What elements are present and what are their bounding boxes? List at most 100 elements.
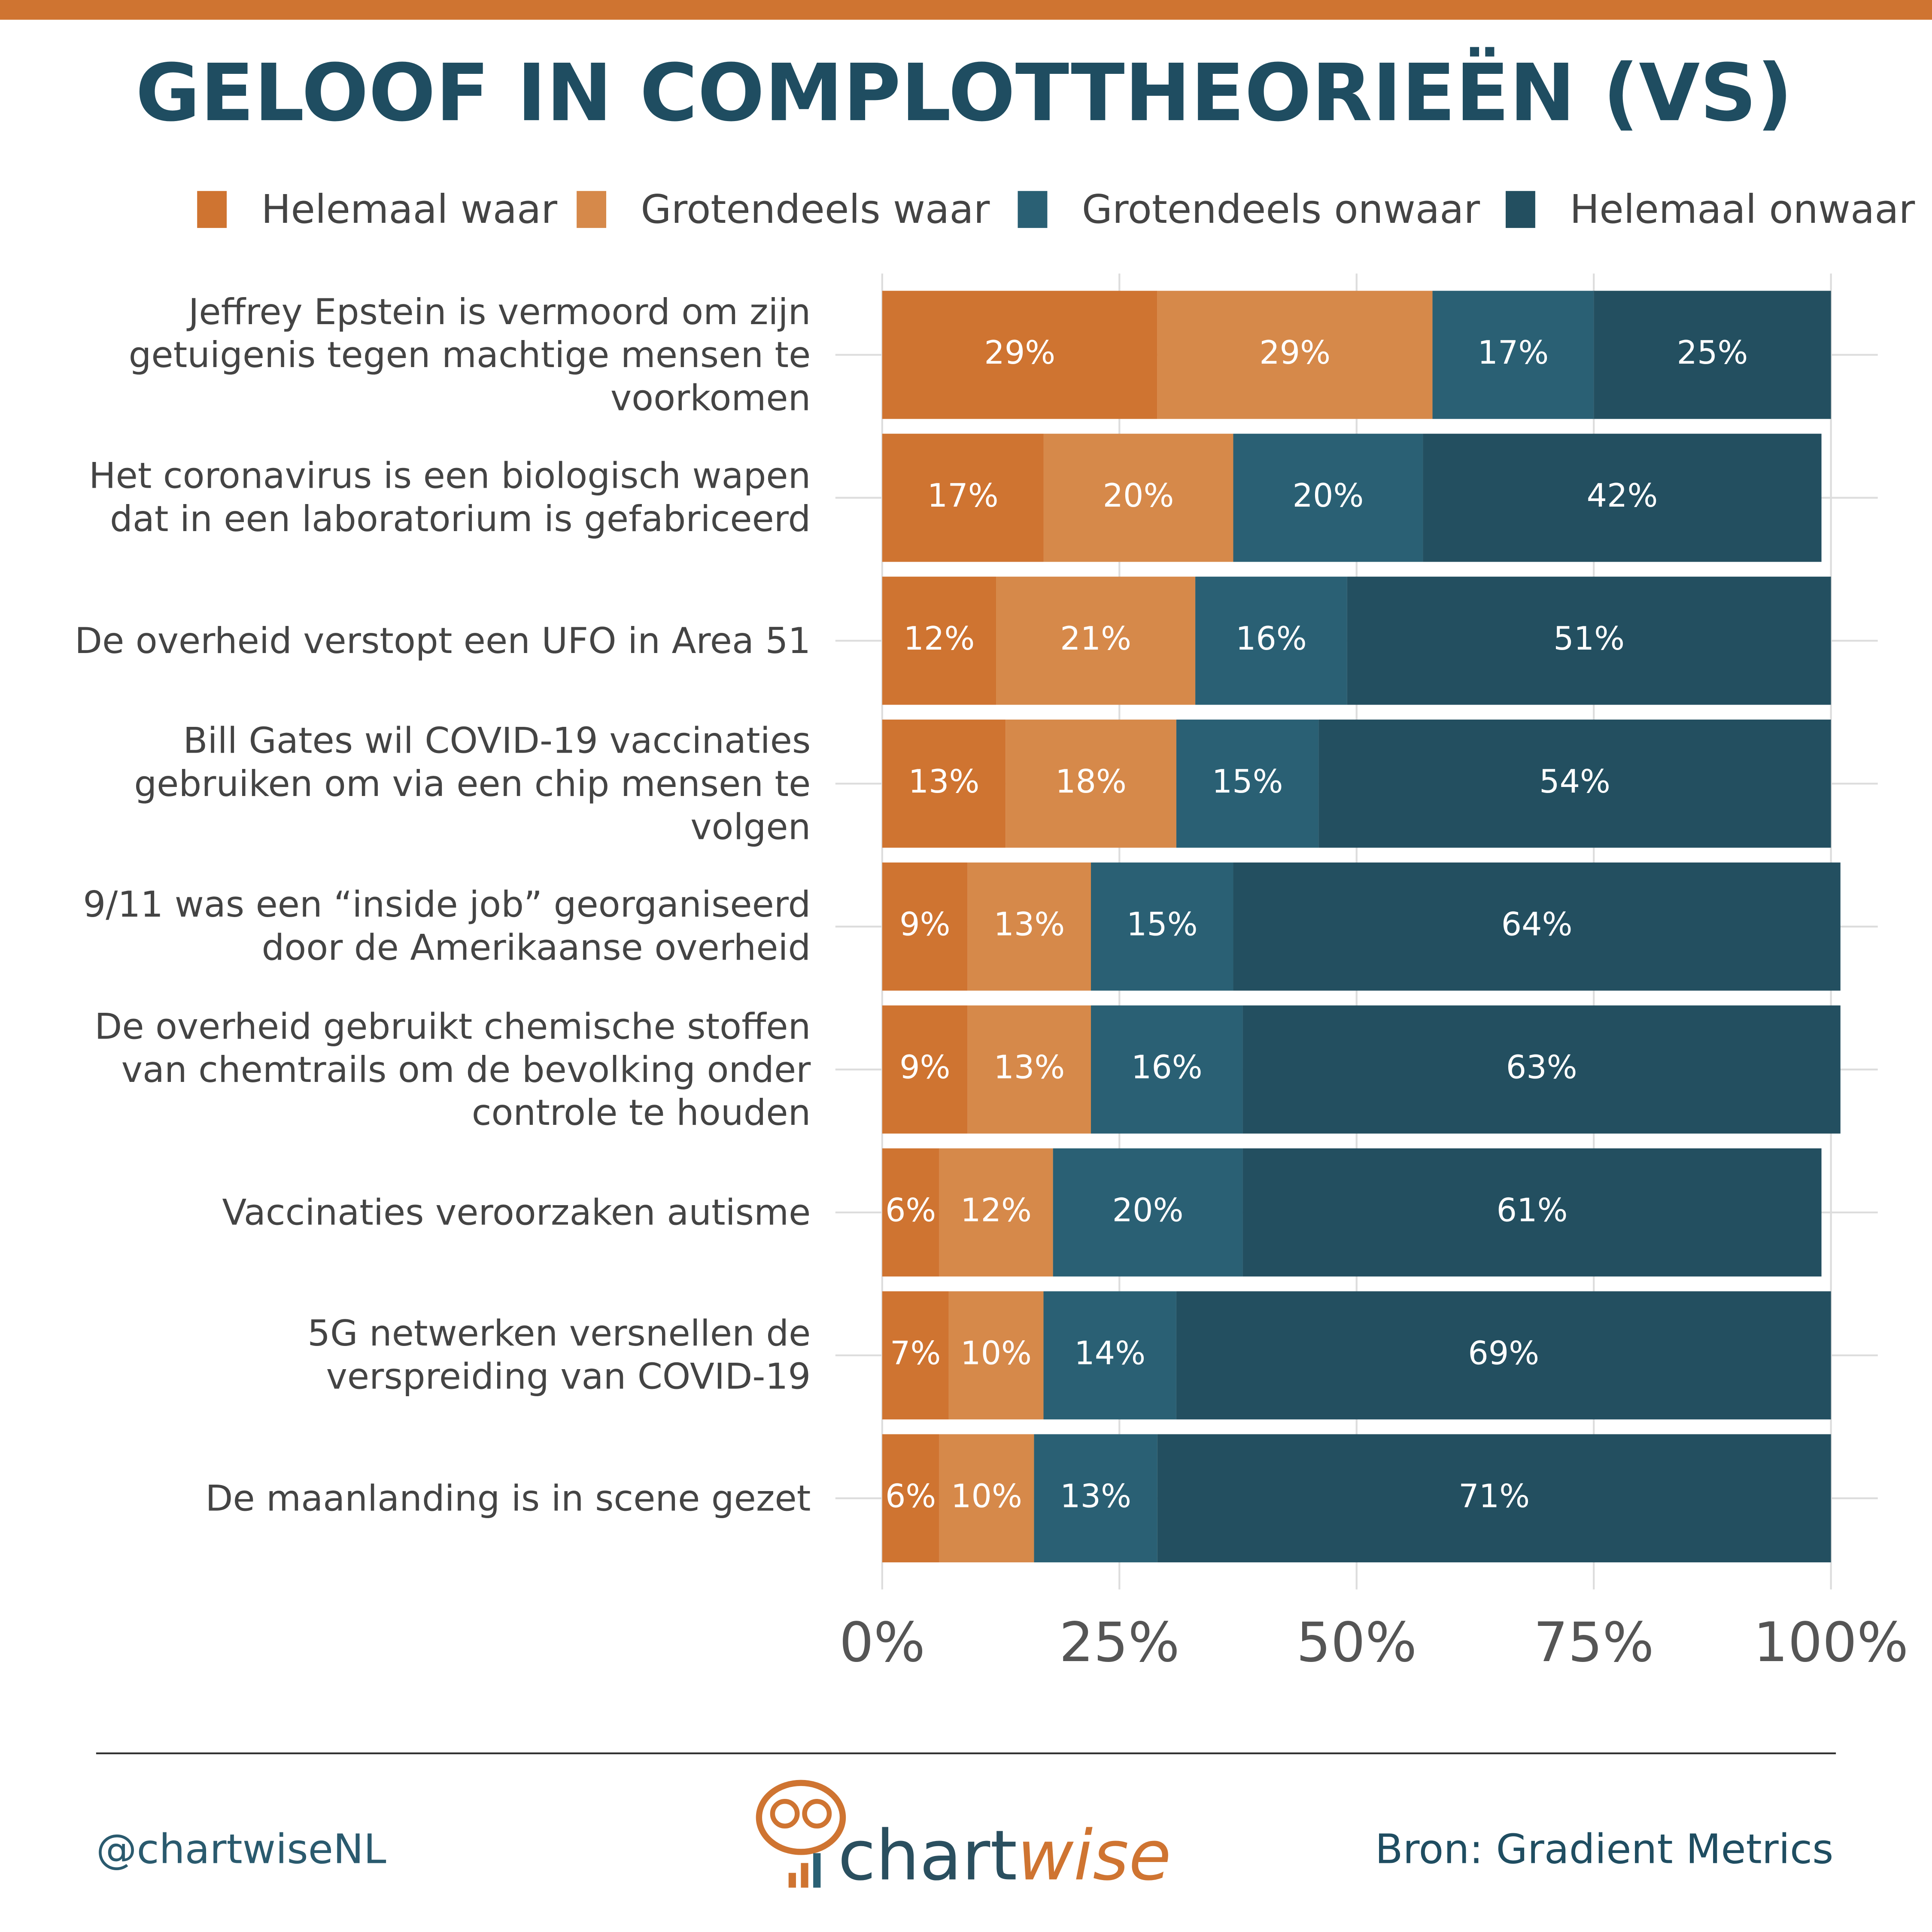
- legend-label: Helemaal waar: [261, 186, 557, 232]
- y-tick-label: De overheid verstopt een UFO in Area 51: [75, 619, 811, 661]
- logo-right: wise: [1017, 1815, 1171, 1896]
- data-label: 61%: [1497, 1191, 1568, 1229]
- category-label-box: De overheid gebruikt chemische stoffen v…: [94, 1005, 811, 1133]
- bar-segment: [1053, 1148, 1243, 1277]
- bar-segment: [882, 862, 968, 991]
- data-label: 10%: [960, 1334, 1032, 1372]
- data-label: 42%: [1587, 477, 1658, 514]
- data-label: 9%: [899, 1049, 950, 1086]
- bar-segment: [882, 577, 996, 705]
- category-label-box: Vaccinaties veroorzaken autisme: [222, 1191, 811, 1233]
- data-label: 17%: [927, 477, 999, 514]
- credit: @chartwiseNL: [96, 1826, 386, 1873]
- logo-left: chart: [838, 1815, 1018, 1896]
- y-tick-label: Bill Gates wil COVID-19 vaccinaties gebr…: [134, 719, 811, 848]
- category-label-box: De overheid verstopt een UFO in Area 51: [75, 619, 811, 661]
- data-label: 18%: [1055, 763, 1127, 800]
- bar-segment: [939, 1148, 1053, 1277]
- data-label: 21%: [1060, 620, 1131, 657]
- bar-segment: [1242, 1148, 1822, 1277]
- data-label: 13%: [993, 1049, 1065, 1086]
- data-label: 64%: [1501, 906, 1573, 943]
- category-label-box: 5G netwerken versnellen de verspreiding …: [307, 1312, 811, 1397]
- logo-icon: [756, 1780, 846, 1888]
- category-label-box: Het coronavirus is een biologisch wapen …: [88, 454, 811, 540]
- legend-swatch: [197, 191, 227, 228]
- top-band: [0, 0, 1932, 20]
- bar-segment: [1318, 720, 1831, 848]
- data-label: 6%: [885, 1191, 936, 1229]
- legend-label: Helemaal onwaar: [1570, 186, 1915, 232]
- data-label: 12%: [904, 620, 975, 657]
- bar-segment: [882, 1434, 939, 1563]
- y-tick-label: De overheid gebruikt chemische stoffen v…: [94, 1005, 811, 1133]
- legend-swatch: [1018, 191, 1048, 228]
- data-label: 9%: [899, 906, 950, 943]
- data-label: 29%: [984, 334, 1055, 371]
- chart-title: GELOOF IN COMPLOTTHEORIEËN (VS): [136, 47, 1793, 139]
- data-label: 12%: [960, 1191, 1032, 1229]
- bar-segment: [882, 720, 1006, 848]
- data-label: 16%: [1236, 620, 1307, 657]
- bar-segment: [1043, 434, 1233, 562]
- y-tick-label: 5G netwerken versnellen de verspreiding …: [307, 1312, 811, 1397]
- bar-segment: [882, 1291, 949, 1420]
- bar-segment: [1157, 1434, 1831, 1563]
- y-tick-label: De maanlanding is in scene gezet: [205, 1476, 811, 1519]
- data-label: 20%: [1112, 1191, 1184, 1229]
- bar-segment: [1423, 434, 1822, 562]
- source: Bron: Gradient Metrics: [1375, 1826, 1834, 1873]
- data-label: 25%: [1677, 334, 1748, 371]
- bar-segment: [882, 1148, 939, 1277]
- data-label: 10%: [951, 1477, 1022, 1515]
- data-label: 6%: [885, 1477, 936, 1515]
- data-label: 15%: [1212, 763, 1283, 800]
- bar-segment: [1157, 291, 1433, 419]
- category-label-box: Bill Gates wil COVID-19 vaccinaties gebr…: [134, 719, 811, 848]
- data-label: 63%: [1506, 1049, 1577, 1086]
- x-tick-label: 25%: [1059, 1611, 1180, 1674]
- bar-segment: [1176, 720, 1319, 848]
- bar-segment: [1233, 862, 1841, 991]
- data-label: 16%: [1131, 1049, 1203, 1086]
- bar-segment: [1043, 1291, 1176, 1420]
- x-tick-label: 75%: [1534, 1611, 1654, 1674]
- bar-segment: [967, 862, 1091, 991]
- data-label: 71%: [1458, 1477, 1530, 1515]
- bar-segment: [1594, 291, 1831, 419]
- bar-segment: [882, 434, 1044, 562]
- y-tick-label: 9/11 was een “inside job” georganiseerd …: [83, 883, 811, 969]
- bar-segment: [1091, 862, 1233, 991]
- legend-label: Grotendeels waar: [641, 186, 990, 232]
- bar-segment: [1233, 434, 1423, 562]
- data-label: 17%: [1477, 334, 1549, 371]
- y-tick-label: Vaccinaties veroorzaken autisme: [222, 1191, 811, 1233]
- logo-text: chartwise: [838, 1815, 1171, 1896]
- data-label: 15%: [1127, 906, 1198, 943]
- legend-swatch: [1506, 191, 1535, 228]
- bar-segment: [967, 1005, 1091, 1134]
- data-label: 29%: [1259, 334, 1331, 371]
- legend-swatch: [577, 191, 606, 228]
- data-label: 13%: [1060, 1477, 1131, 1515]
- bar-segment: [948, 1291, 1044, 1420]
- data-label: 14%: [1074, 1334, 1145, 1372]
- category-label-box: De maanlanding is in scene gezet: [205, 1476, 811, 1519]
- bar-segment: [1195, 577, 1347, 705]
- data-label: 13%: [993, 906, 1065, 943]
- bar-segment: [1242, 1005, 1841, 1134]
- category-label-box: 9/11 was een “inside job” georganiseerd …: [83, 883, 811, 969]
- y-tick-label: Jeffrey Epstein is vermoord om zijn getu…: [128, 290, 811, 419]
- x-tick-label: 0%: [839, 1611, 925, 1674]
- x-tick-label: 100%: [1753, 1611, 1908, 1674]
- bar-segment: [1005, 720, 1176, 848]
- bar-segment: [1176, 1291, 1831, 1420]
- data-label: 13%: [908, 763, 980, 800]
- data-label: 20%: [1103, 477, 1174, 514]
- bar-segment: [939, 1434, 1034, 1563]
- bar-segment: [1432, 291, 1594, 419]
- bar-segment: [882, 291, 1157, 419]
- data-label: 54%: [1539, 763, 1610, 800]
- y-tick-label: Het coronavirus is een biologisch wapen …: [88, 454, 811, 540]
